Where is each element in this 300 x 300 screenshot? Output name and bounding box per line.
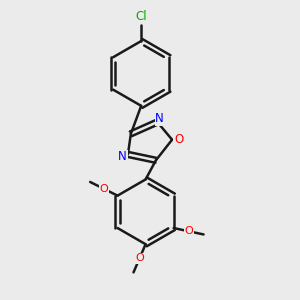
Text: O: O [100, 184, 108, 194]
Text: O: O [174, 133, 183, 146]
Text: N: N [155, 112, 164, 125]
Text: O: O [135, 253, 144, 263]
Text: Cl: Cl [135, 11, 147, 23]
Text: N: N [118, 150, 127, 163]
Text: O: O [184, 226, 193, 236]
